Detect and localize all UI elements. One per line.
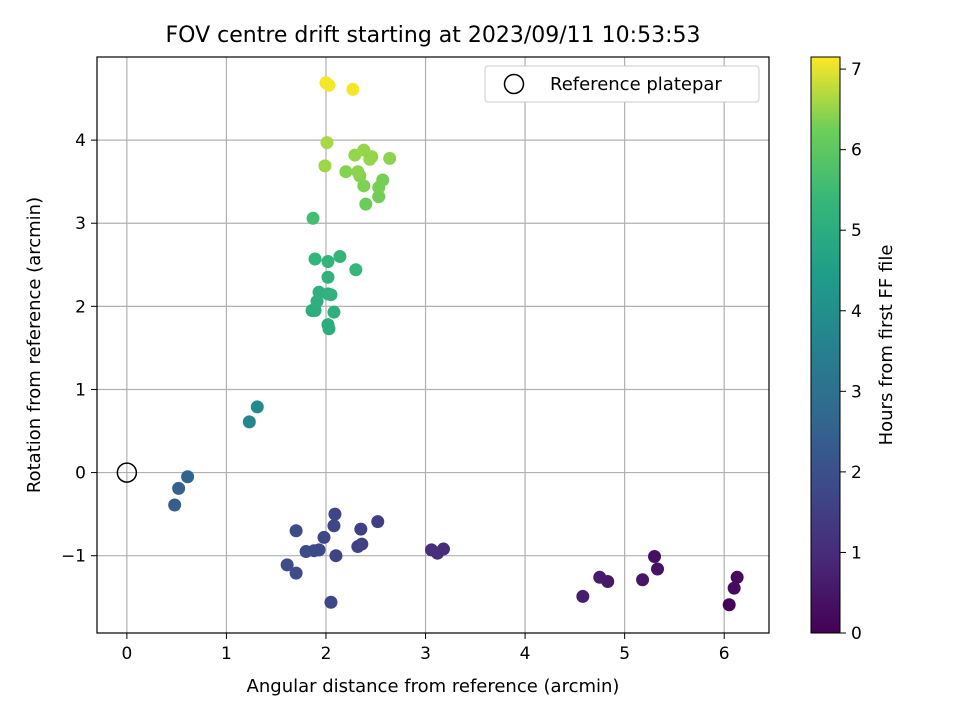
data-point xyxy=(357,179,371,193)
y-tick-label: 4 xyxy=(75,131,86,151)
data-point xyxy=(321,270,335,284)
reference-point xyxy=(116,462,138,483)
data-point xyxy=(328,507,342,521)
data-point xyxy=(425,543,439,557)
data-point xyxy=(289,524,303,538)
reference-marker xyxy=(116,462,138,483)
colorbar-tick-label: 0 xyxy=(851,624,862,644)
x-axis-label: Angular distance from reference (arcmin) xyxy=(247,676,620,697)
colorbar-tick-label: 5 xyxy=(851,221,862,241)
data-point xyxy=(329,549,343,563)
data-point xyxy=(299,545,313,559)
data-point xyxy=(351,540,365,554)
data-point xyxy=(324,595,338,609)
colorbar-tick-label: 3 xyxy=(851,382,862,402)
data-point xyxy=(289,566,303,580)
data-point xyxy=(354,522,368,536)
x-tick-label: 6 xyxy=(719,644,730,664)
data-point xyxy=(365,150,379,164)
colorbar-tick-label: 2 xyxy=(851,463,862,483)
data-point xyxy=(321,254,335,268)
data-point xyxy=(346,82,360,96)
legend-marker xyxy=(503,73,525,95)
colorbar-tick-label: 1 xyxy=(851,543,862,563)
x-axis-ticks: 0 1 2 3 4 5 6 xyxy=(121,633,730,664)
chart-title: FOV centre drift starting at 2023/09/11 … xyxy=(166,23,701,48)
data-point xyxy=(371,515,385,529)
data-point xyxy=(308,252,322,266)
data-point xyxy=(576,589,590,603)
y-axis-ticks: −1 0 1 2 3 4 xyxy=(61,131,97,567)
data-point xyxy=(320,136,334,150)
x-tick-label: 3 xyxy=(420,644,431,664)
data-point xyxy=(722,598,736,612)
x-tick-label: 2 xyxy=(321,644,332,664)
colorbar-tick-label: 6 xyxy=(851,141,862,161)
data-point xyxy=(318,159,332,173)
y-axis-label: Rotation from reference (arcmin) xyxy=(24,197,45,493)
data-point xyxy=(648,550,662,564)
data-points xyxy=(168,76,744,612)
data-point xyxy=(327,305,341,319)
y-tick-label: −1 xyxy=(61,547,86,567)
data-point xyxy=(168,498,182,512)
data-point xyxy=(727,581,741,595)
x-tick-label: 4 xyxy=(520,644,531,664)
colorbar-tick-label: 7 xyxy=(851,60,862,80)
data-point xyxy=(650,562,664,576)
legend-box xyxy=(484,65,760,103)
y-tick-label: 2 xyxy=(75,297,86,317)
data-point xyxy=(372,190,386,204)
x-tick-label: 5 xyxy=(619,644,630,664)
data-point xyxy=(317,530,331,544)
colorbar-label: Hours from first FF file xyxy=(876,245,897,446)
data-point xyxy=(181,470,195,484)
data-point xyxy=(351,165,365,179)
data-point xyxy=(306,211,320,225)
data-point xyxy=(333,249,347,263)
data-point xyxy=(321,318,335,332)
data-point xyxy=(636,573,650,587)
data-point xyxy=(242,415,256,429)
colorbar-gradient xyxy=(810,56,841,634)
data-point xyxy=(327,519,341,533)
y-tick-label: 0 xyxy=(75,464,86,484)
data-point xyxy=(324,288,338,302)
data-point xyxy=(730,570,744,584)
x-tick-label: 1 xyxy=(221,644,232,664)
data-point xyxy=(383,151,397,165)
data-point xyxy=(280,558,294,572)
colorbar: 0 1 2 3 4 5 6 7 Hours from first FF file xyxy=(810,56,897,644)
data-point xyxy=(349,263,363,277)
data-point xyxy=(376,173,390,187)
data-point xyxy=(339,165,353,179)
y-tick-label: 3 xyxy=(75,214,86,234)
colorbar-ticks: 0 1 2 3 4 5 6 7 xyxy=(840,60,862,644)
data-point xyxy=(359,197,373,211)
data-point xyxy=(593,570,607,584)
grid-lines xyxy=(97,57,769,633)
colorbar-tick-label: 4 xyxy=(851,302,862,322)
y-tick-label: 1 xyxy=(75,380,86,400)
x-tick-label: 0 xyxy=(121,644,132,664)
legend: Reference platepar xyxy=(484,65,760,103)
legend-label: Reference platepar xyxy=(550,74,722,95)
data-point xyxy=(250,400,264,414)
data-point xyxy=(172,481,186,495)
plot-frame xyxy=(96,56,770,634)
data-point xyxy=(322,78,336,92)
